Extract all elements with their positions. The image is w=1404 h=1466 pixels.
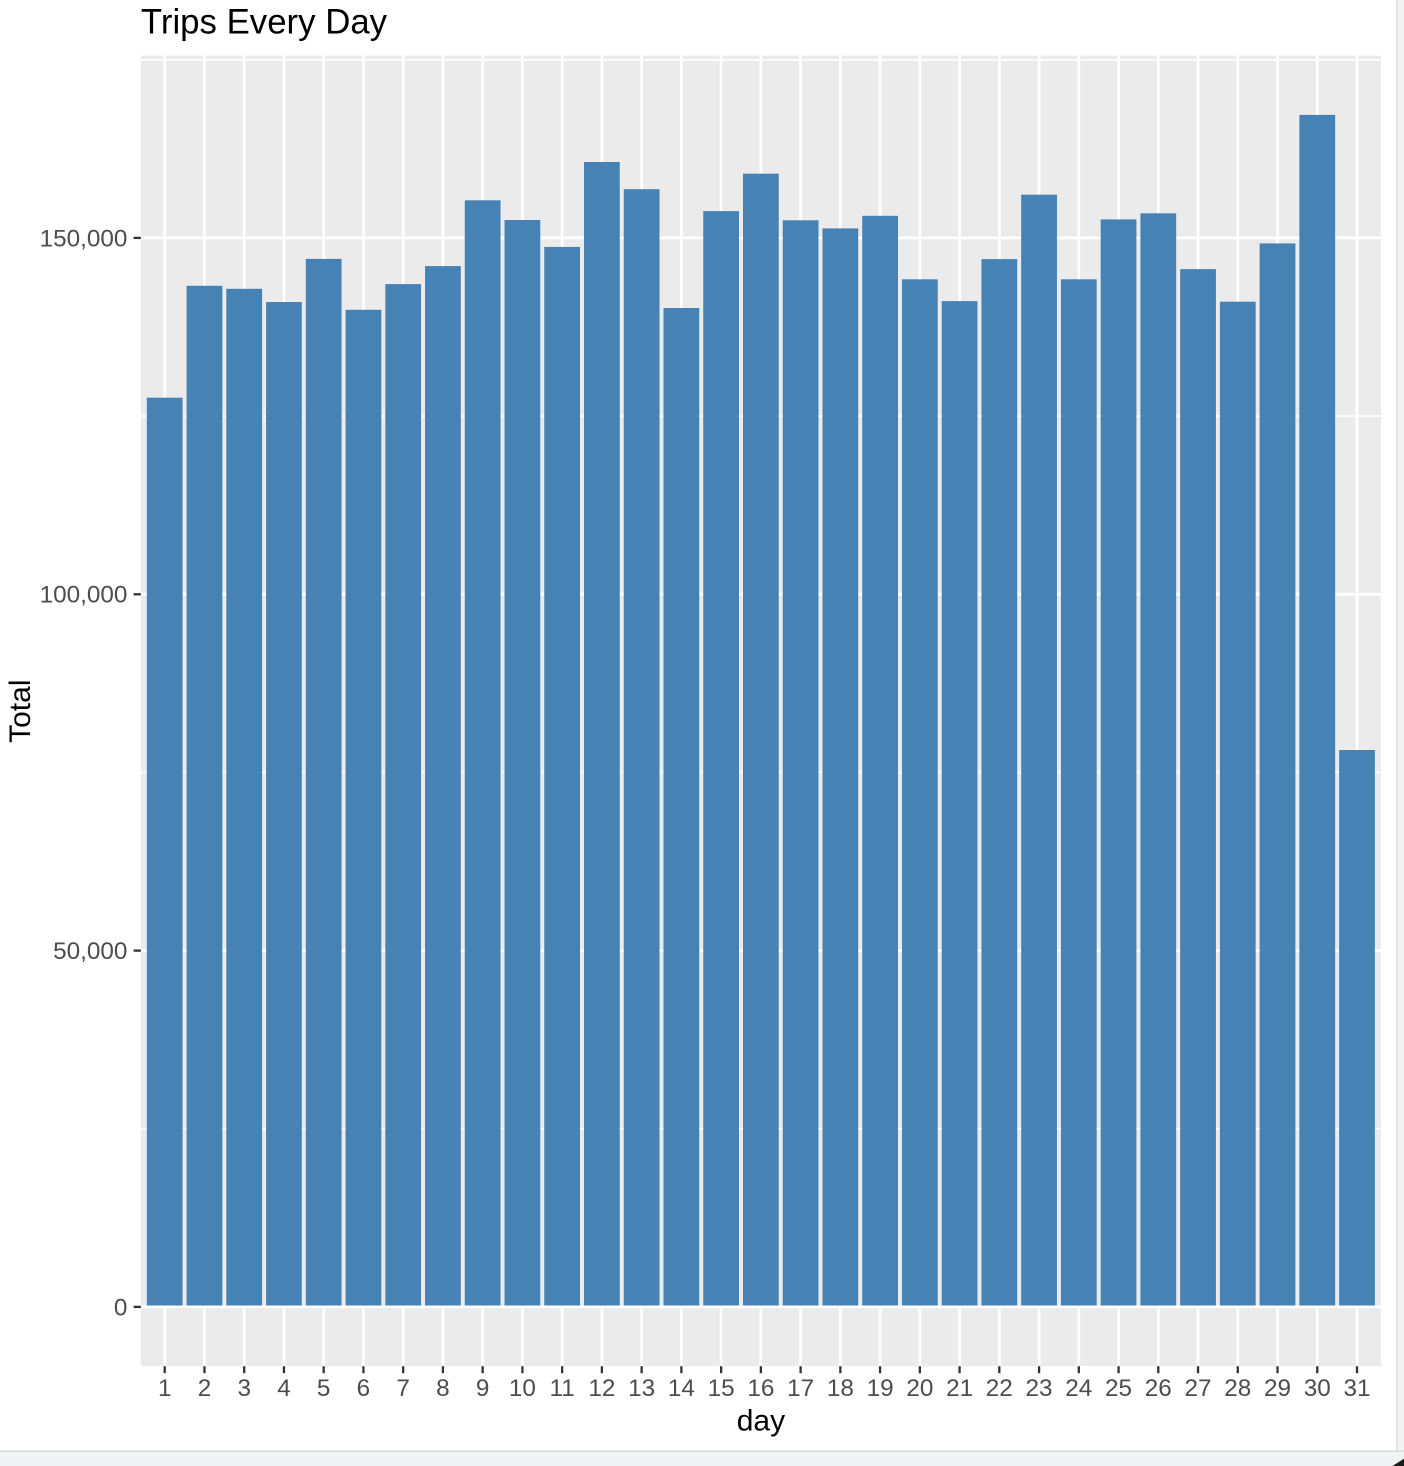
svg-text:3: 3 bbox=[237, 1375, 251, 1402]
svg-text:50,000: 50,000 bbox=[53, 938, 127, 965]
svg-text:24: 24 bbox=[1065, 1375, 1092, 1402]
svg-text:31: 31 bbox=[1343, 1375, 1370, 1402]
svg-text:5: 5 bbox=[317, 1375, 331, 1402]
svg-text:15: 15 bbox=[708, 1375, 735, 1402]
svg-text:10: 10 bbox=[509, 1375, 536, 1402]
svg-text:29: 29 bbox=[1264, 1375, 1291, 1402]
svg-text:19: 19 bbox=[867, 1375, 894, 1402]
svg-text:7: 7 bbox=[396, 1375, 410, 1402]
svg-text:25: 25 bbox=[1105, 1375, 1132, 1402]
svg-text:8: 8 bbox=[436, 1375, 450, 1402]
svg-text:day: day bbox=[737, 1405, 785, 1438]
svg-text:18: 18 bbox=[827, 1375, 854, 1402]
svg-text:26: 26 bbox=[1145, 1375, 1172, 1402]
svg-text:1: 1 bbox=[158, 1375, 172, 1402]
svg-text:Trips Every Day: Trips Every Day bbox=[141, 3, 388, 42]
svg-text:12: 12 bbox=[588, 1375, 615, 1402]
svg-text:13: 13 bbox=[628, 1375, 655, 1402]
svg-text:27: 27 bbox=[1185, 1375, 1212, 1402]
svg-text:100,000: 100,000 bbox=[40, 582, 128, 609]
svg-text:6: 6 bbox=[357, 1375, 371, 1402]
svg-text:22: 22 bbox=[986, 1375, 1013, 1402]
svg-text:150,000: 150,000 bbox=[40, 225, 128, 252]
svg-text:9: 9 bbox=[476, 1375, 490, 1402]
svg-text:11: 11 bbox=[550, 1375, 575, 1402]
svg-text:14: 14 bbox=[668, 1375, 695, 1402]
svg-text:30: 30 bbox=[1304, 1375, 1331, 1402]
svg-text:16: 16 bbox=[747, 1375, 774, 1402]
svg-text:28: 28 bbox=[1224, 1375, 1251, 1402]
svg-text:2: 2 bbox=[198, 1375, 212, 1402]
svg-text:Total: Total bbox=[4, 680, 37, 743]
svg-text:23: 23 bbox=[1026, 1375, 1053, 1402]
svg-text:0: 0 bbox=[114, 1294, 128, 1321]
svg-text:20: 20 bbox=[906, 1375, 933, 1402]
svg-text:17: 17 bbox=[787, 1375, 814, 1402]
svg-text:4: 4 bbox=[277, 1375, 291, 1402]
svg-text:21: 21 bbox=[946, 1375, 973, 1402]
